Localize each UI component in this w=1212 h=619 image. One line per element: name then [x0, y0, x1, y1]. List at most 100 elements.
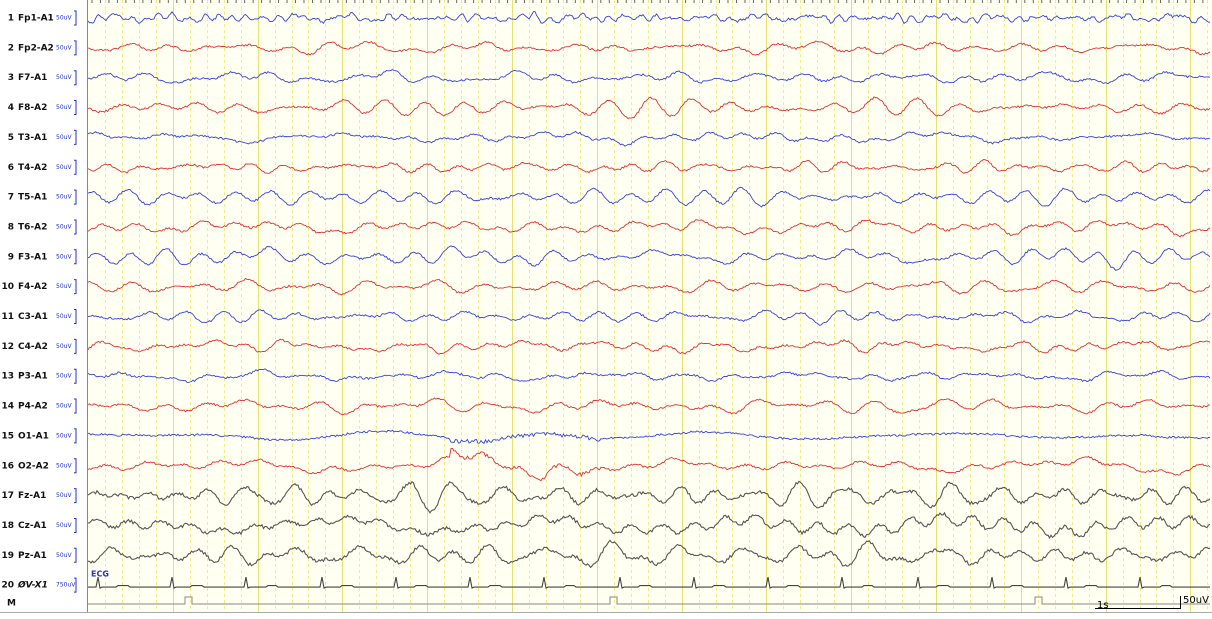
channel-scale: 50uV [56, 194, 72, 201]
scale-bracket [74, 129, 77, 145]
eeg-trace [87, 539, 1210, 569]
scale-bracket [74, 100, 77, 116]
ecg-label: ECG [91, 570, 109, 579]
channel-number: 14 [1, 402, 14, 412]
channel-scale: 50uV [56, 373, 72, 380]
eeg-trace [87, 397, 1211, 416]
eeg-trace [87, 68, 1211, 85]
channel-label: C4-A2 [18, 342, 48, 352]
channel-number: 20 [1, 581, 14, 591]
channel-number: 5 [8, 133, 14, 143]
channel-scale: 50uV [56, 134, 72, 141]
channel-label: F3-A1 [18, 252, 47, 262]
channel-label: T3-A1 [18, 133, 47, 143]
traces [87, 11, 1211, 605]
eeg-trace [87, 40, 1211, 56]
channel-label: T5-A1 [18, 193, 47, 203]
eeg-trace [87, 96, 1211, 120]
channel-scale: 50uV [56, 432, 72, 439]
scale-bracket [74, 428, 77, 444]
channel-label: Fp1-A1 [18, 14, 54, 24]
eeg-trace [87, 219, 1211, 238]
scale-bracket [74, 40, 77, 56]
channel-scale: 50uV [56, 104, 72, 111]
scale-bracket [74, 547, 77, 563]
channel-label: O1-A1 [18, 431, 49, 441]
channel-label: ØV-X1 [17, 580, 48, 591]
scale-bracket [74, 458, 77, 474]
scale-bracket [74, 488, 77, 504]
channel-number: 17 [1, 491, 14, 501]
channel-label: C3-A1 [18, 312, 48, 322]
channel-number: 9 [8, 252, 14, 262]
scale-bracket [74, 279, 77, 295]
scale-bracket [74, 219, 77, 235]
scale-bracket [74, 577, 77, 593]
eeg-trace [87, 368, 1211, 383]
channel-number: 6 [8, 163, 14, 173]
channel-number: 19 [1, 551, 14, 561]
channel-number: 8 [8, 222, 14, 232]
eeg-trace [87, 186, 1211, 208]
channel-scale: 50uV [56, 44, 72, 51]
eeg-trace [87, 159, 1211, 174]
channel-number: 3 [8, 73, 14, 83]
scale-bracket [74, 338, 77, 354]
channel-number: 1 [8, 14, 14, 24]
channel-scale: 50uV [56, 552, 72, 559]
eeg-trace [88, 576, 1210, 589]
channel-label: F4-A2 [18, 282, 47, 292]
eeg-trace [87, 277, 1211, 296]
scale-bracket [74, 70, 77, 86]
channel-number: 15 [1, 431, 14, 441]
scale-bracket [74, 10, 77, 26]
scale-bracket [74, 249, 77, 265]
eeg-trace [87, 130, 1211, 147]
channel-label: Pz-A1 [18, 551, 47, 561]
eeg-trace [87, 309, 1211, 327]
scale-bracket [74, 398, 77, 414]
channel-number: 10 [1, 282, 14, 292]
channel-scale: 50uV [56, 74, 72, 81]
eeg-trace [87, 429, 1211, 444]
time-grid [91, 0, 1208, 612]
scale-bracket [74, 517, 77, 533]
channel-number: 12 [1, 342, 14, 352]
channel-scale: 750uV [56, 582, 76, 589]
channel-scale: 50uV [56, 492, 72, 499]
channel-scale: 50uV [56, 223, 72, 230]
scale-bracket [74, 368, 77, 384]
marker-trace [88, 596, 1210, 605]
channel-label: T4-A2 [18, 163, 47, 173]
eeg-trace [87, 480, 1211, 514]
channel-label: O2-A2 [18, 461, 49, 471]
eeg-trace [87, 511, 1211, 540]
channel-scale: 50uV [56, 343, 72, 350]
time-scale: 1s [1097, 600, 1109, 611]
channel-number: 7 [8, 193, 14, 203]
channel-scale: 50uV [56, 313, 72, 320]
channel-scale: 50uV [56, 164, 72, 171]
trace-area [88, 0, 1212, 612]
channel-label: Fp2-A2 [18, 43, 54, 53]
eeg-trace [87, 338, 1211, 355]
channel-label: F7-A1 [18, 73, 47, 83]
channel-scale: 50uV [56, 15, 72, 22]
channel-scale: 50uV [56, 522, 72, 529]
channel-scale: 50uV [56, 283, 72, 290]
eeg-trace [87, 11, 1211, 25]
amplitude-scale: 50uV [1183, 595, 1209, 606]
marker-label: M [7, 599, 16, 609]
channel-label: Fz-A1 [18, 491, 46, 501]
eeg-trace [87, 245, 1211, 271]
channel-number: 13 [1, 372, 14, 382]
channel-label: P4-A2 [18, 402, 48, 412]
channel-number: 11 [1, 312, 14, 322]
channel-label: T6-A2 [18, 222, 47, 232]
channel-label: P3-A1 [18, 372, 48, 382]
channel-scale: 50uV [56, 403, 72, 410]
channel-label: Cz-A1 [18, 521, 47, 531]
channel-scale: 50uV [56, 462, 72, 469]
channel-label: F8-A2 [18, 103, 47, 113]
